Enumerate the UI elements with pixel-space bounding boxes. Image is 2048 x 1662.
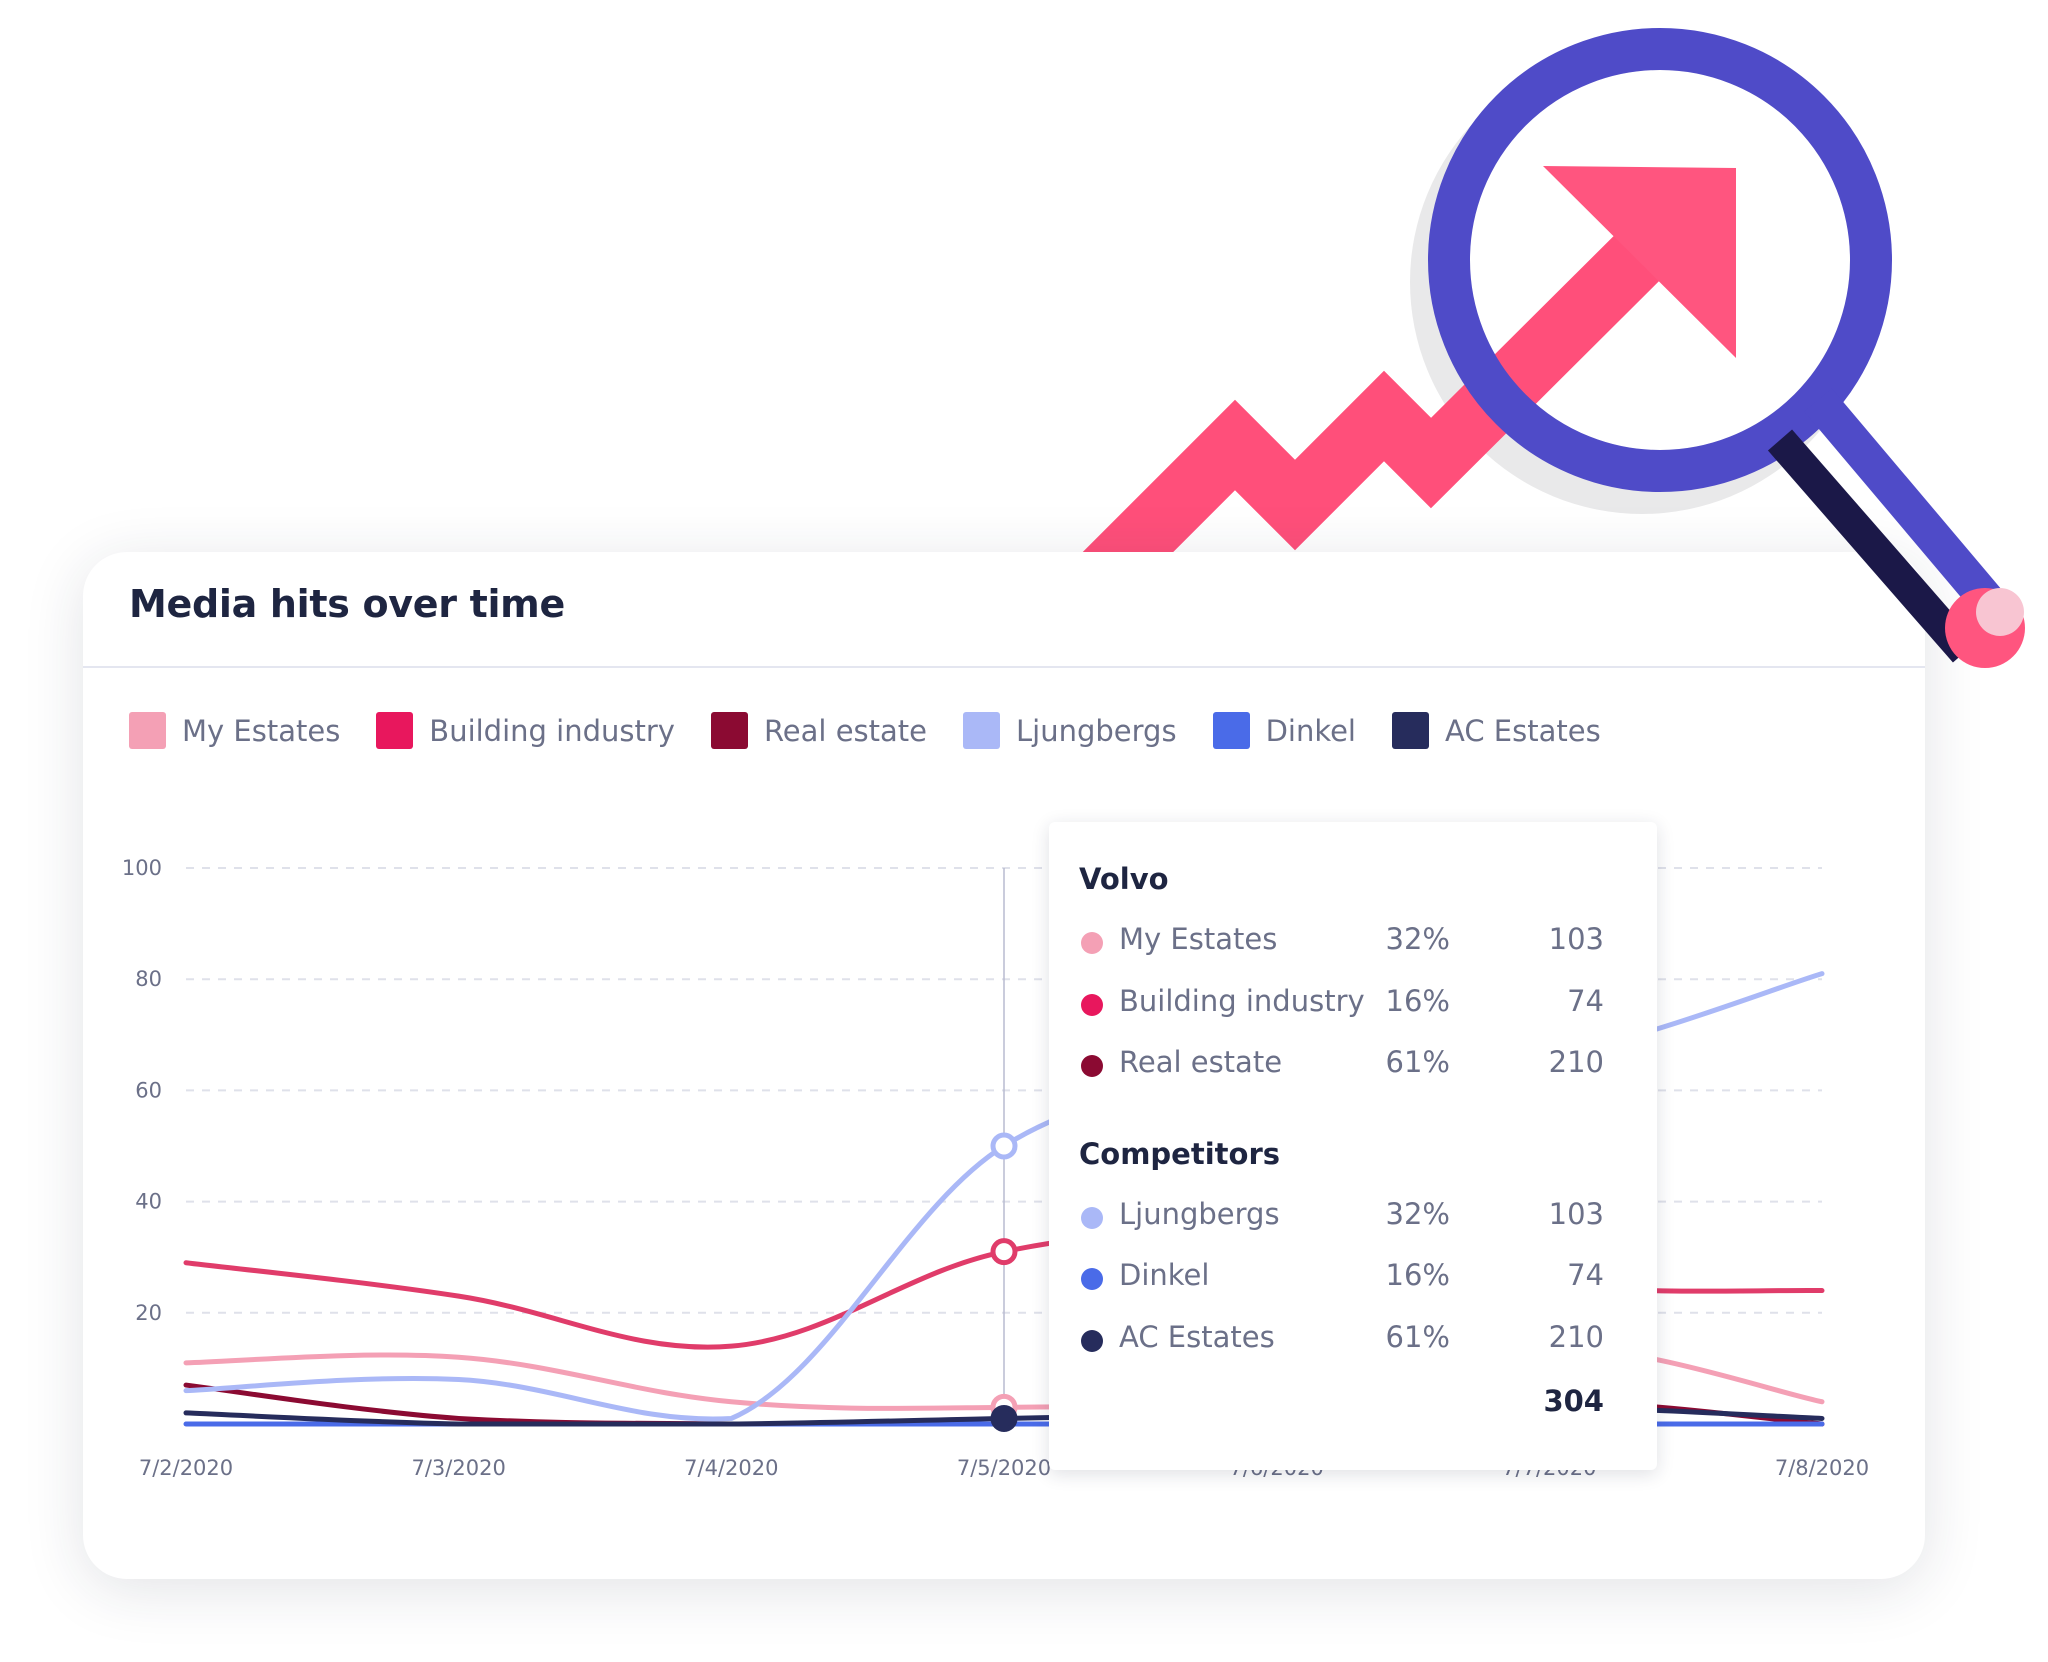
legend-label: Building industry [429, 713, 675, 748]
legend-item-building-industry[interactable]: Building industry [376, 712, 675, 749]
tooltip-value: 103 [1548, 1197, 1604, 1231]
tooltip-row: Building industry 16% 74 [1049, 984, 1657, 1024]
tooltip-row: Ljungbergs 32% 103 [1049, 1197, 1657, 1237]
tooltip-row: Dinkel 16% 74 [1049, 1258, 1657, 1298]
legend-label: My Estates [182, 713, 341, 748]
chart-tooltip: Volvo My Estates 32% 103 Building industry… [1049, 822, 1657, 1470]
tooltip-pct: 16% [1385, 984, 1450, 1018]
legend-swatch [1392, 712, 1429, 749]
tooltip-label: Ljungbergs [1119, 1197, 1280, 1231]
legend-item-dinkel[interactable]: Dinkel [1212, 712, 1356, 749]
tooltip-value: 210 [1548, 1320, 1604, 1354]
tooltip-group-volvo: Volvo [1079, 862, 1169, 896]
tooltip-value: 210 [1548, 1045, 1604, 1079]
legend-item-ljungbergs[interactable]: Ljungbergs [963, 712, 1177, 749]
tooltip-row: Real estate 61% 210 [1049, 1045, 1657, 1085]
divider [83, 666, 1925, 668]
tooltip-label: Real estate [1119, 1045, 1283, 1079]
tooltip-label: My Estates [1119, 922, 1278, 956]
legend-label: Real estate [763, 713, 927, 748]
tooltip-value: 74 [1567, 1258, 1604, 1292]
legend-item-real-estate[interactable]: Real estate [710, 712, 927, 749]
tooltip-label: AC Estates [1119, 1320, 1275, 1354]
tooltip-value: 74 [1567, 984, 1604, 1018]
series-dot-icon [1081, 1330, 1103, 1352]
card-title: Media hits over time [129, 582, 565, 626]
series-dot-icon [1081, 1268, 1103, 1290]
tooltip-pct: 61% [1385, 1045, 1450, 1079]
legend-swatch [963, 712, 1000, 749]
series-dot-icon [1081, 1207, 1103, 1229]
legend-item-ac-estates[interactable]: AC Estates [1392, 712, 1601, 749]
series-dot-icon [1081, 994, 1103, 1016]
tooltip-pct: 61% [1385, 1320, 1450, 1354]
series-dot-icon [1081, 932, 1103, 954]
tooltip-label: Dinkel [1119, 1258, 1210, 1292]
tooltip-pct: 16% [1385, 1258, 1450, 1292]
tooltip-pct: 32% [1385, 1197, 1450, 1231]
legend-label: Ljungbergs [1016, 713, 1177, 748]
legend-swatch [129, 712, 166, 749]
tooltip-row: AC Estates 61% 210 [1049, 1320, 1657, 1360]
tooltip-row: My Estates 32% 103 [1049, 922, 1657, 962]
legend-swatch [710, 712, 748, 749]
tooltip-group-competitors: Competitors [1079, 1137, 1281, 1171]
tooltip-total: 304 [1543, 1384, 1604, 1418]
legend-label: Dinkel [1265, 713, 1356, 748]
series-dot-icon [1081, 1055, 1103, 1077]
legend-label: AC Estates [1445, 713, 1601, 748]
legend-swatch [376, 712, 414, 749]
tooltip-value: 103 [1548, 922, 1604, 956]
tooltip-pct: 32% [1385, 922, 1450, 956]
legend-item-my-estates[interactable]: My Estates [129, 712, 340, 749]
tooltip-label: Building industry [1119, 984, 1365, 1018]
chart-legend: My Estates Building industry Real estate… [129, 712, 1601, 749]
legend-swatch [1212, 712, 1250, 749]
